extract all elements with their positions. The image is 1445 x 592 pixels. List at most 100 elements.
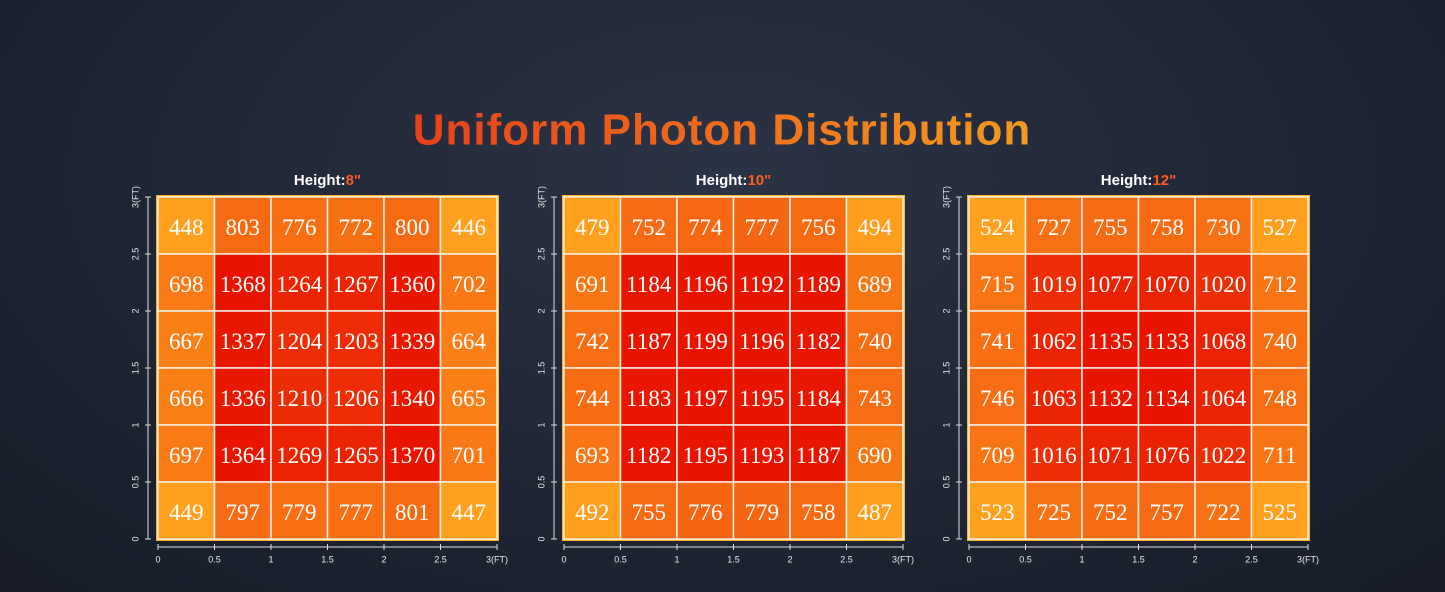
cell-value: 711 [1263,443,1297,468]
cell-value: 1193 [739,443,784,468]
cell [270,196,329,255]
cell [157,424,216,483]
cell [439,367,498,426]
cell-value: 698 [169,272,204,297]
x-tick-label: 2.5 [434,554,447,564]
cell-value: 748 [1263,386,1298,411]
cell-value: 715 [980,272,1015,297]
y-tick-label: 1 [941,422,951,427]
cell [383,424,442,483]
cell-value: 1203 [333,329,379,354]
cell-value: 1340 [389,386,435,411]
x-tick-label: 0.5 [1019,554,1032,564]
cell-value: 1336 [220,386,266,411]
cell [1194,196,1253,255]
cell-value: 492 [575,500,610,525]
x-tick-label: 2 [381,554,386,564]
y-tick-label: 1.5 [536,362,546,375]
cell-value: 1189 [796,272,841,297]
cell [213,196,272,255]
cell-value: 746 [980,386,1015,411]
panel-title-label: Height: [696,172,748,189]
cell-value: 693 [575,443,610,468]
cell [157,310,216,369]
page-title: Uniform Photon Distribution [413,106,1031,155]
x-tick-label: 3(FT) [486,554,508,564]
cell-value: 1269 [276,443,322,468]
cell [157,367,216,426]
cell-value: 1071 [1087,443,1133,468]
cell [213,310,272,369]
cell-value: 1183 [626,386,671,411]
cell-value: 1022 [1200,443,1246,468]
cell-value: 758 [801,500,836,525]
cell-value: 758 [1150,215,1185,240]
cell [326,367,385,426]
x-tick-label: 0 [561,554,566,564]
cell-value: 448 [169,215,204,240]
cell-value: 1192 [739,272,784,297]
cell-value: 755 [1093,215,1128,240]
cell [1024,310,1083,369]
cell-value: 1016 [1031,443,1077,468]
x-tick-label: 1 [674,554,679,564]
cell [383,367,442,426]
cell-value: 744 [575,386,610,411]
panel-height: 10" [747,172,771,189]
cell-value: 1197 [683,386,728,411]
cell-value: 797 [226,500,261,525]
cell-value: 1370 [389,443,435,468]
x-tick-label: 2 [787,554,792,564]
y-tick-label: 2.5 [536,248,546,261]
y-tick-label: 2 [130,308,140,313]
cell-value: 772 [339,215,374,240]
y-tick-label: 3(FT) [130,186,140,208]
cell [439,424,498,483]
cell-value: 691 [575,272,610,297]
cell-value: 1199 [683,329,728,354]
cell-value: 741 [980,329,1015,354]
cell [1137,481,1196,540]
y-tick-label: 0.5 [536,476,546,489]
cell [1250,196,1309,255]
cell-value: 524 [980,215,1015,240]
cell-value: 487 [858,500,893,525]
x-tick-label: 0 [966,554,971,564]
cell-value: 697 [169,443,204,468]
cell-value: 1077 [1087,272,1133,297]
cell-value: 494 [858,215,893,240]
cell-value: 709 [980,443,1015,468]
cell-value: 1206 [333,386,379,411]
cell [383,481,442,540]
cell [1250,481,1309,540]
cell [270,253,329,312]
cell-value: 1062 [1031,329,1077,354]
cell [619,310,678,369]
cell-value: 752 [1093,500,1128,525]
cell-value: 1064 [1200,386,1247,411]
cell-value: 523 [980,500,1015,525]
cell [157,481,216,540]
cell [1137,253,1196,312]
x-tick-label: 3(FT) [1297,554,1319,564]
cell [439,481,498,540]
cell-value: 777 [339,500,374,525]
y-tick-label: 1 [130,422,140,427]
cell-value: 449 [169,500,204,525]
y-tick-label: 0 [536,536,546,541]
panel-title: Height:10" [696,172,771,189]
cell-value: 742 [575,329,610,354]
y-tick-label: 0 [130,536,140,541]
cell-value: 1196 [739,329,784,354]
cell-value: 527 [1263,215,1298,240]
cell-value: 1360 [389,272,435,297]
cell-value: 1076 [1144,443,1190,468]
y-tick-label: 0.5 [941,476,951,489]
y-tick-label: 2 [941,308,951,313]
cell [845,367,904,426]
y-tick-label: 2.5 [941,248,951,261]
panel-height: 12" [1152,172,1176,189]
y-tick-label: 0 [941,536,951,541]
x-tick-label: 1.5 [1132,554,1145,564]
